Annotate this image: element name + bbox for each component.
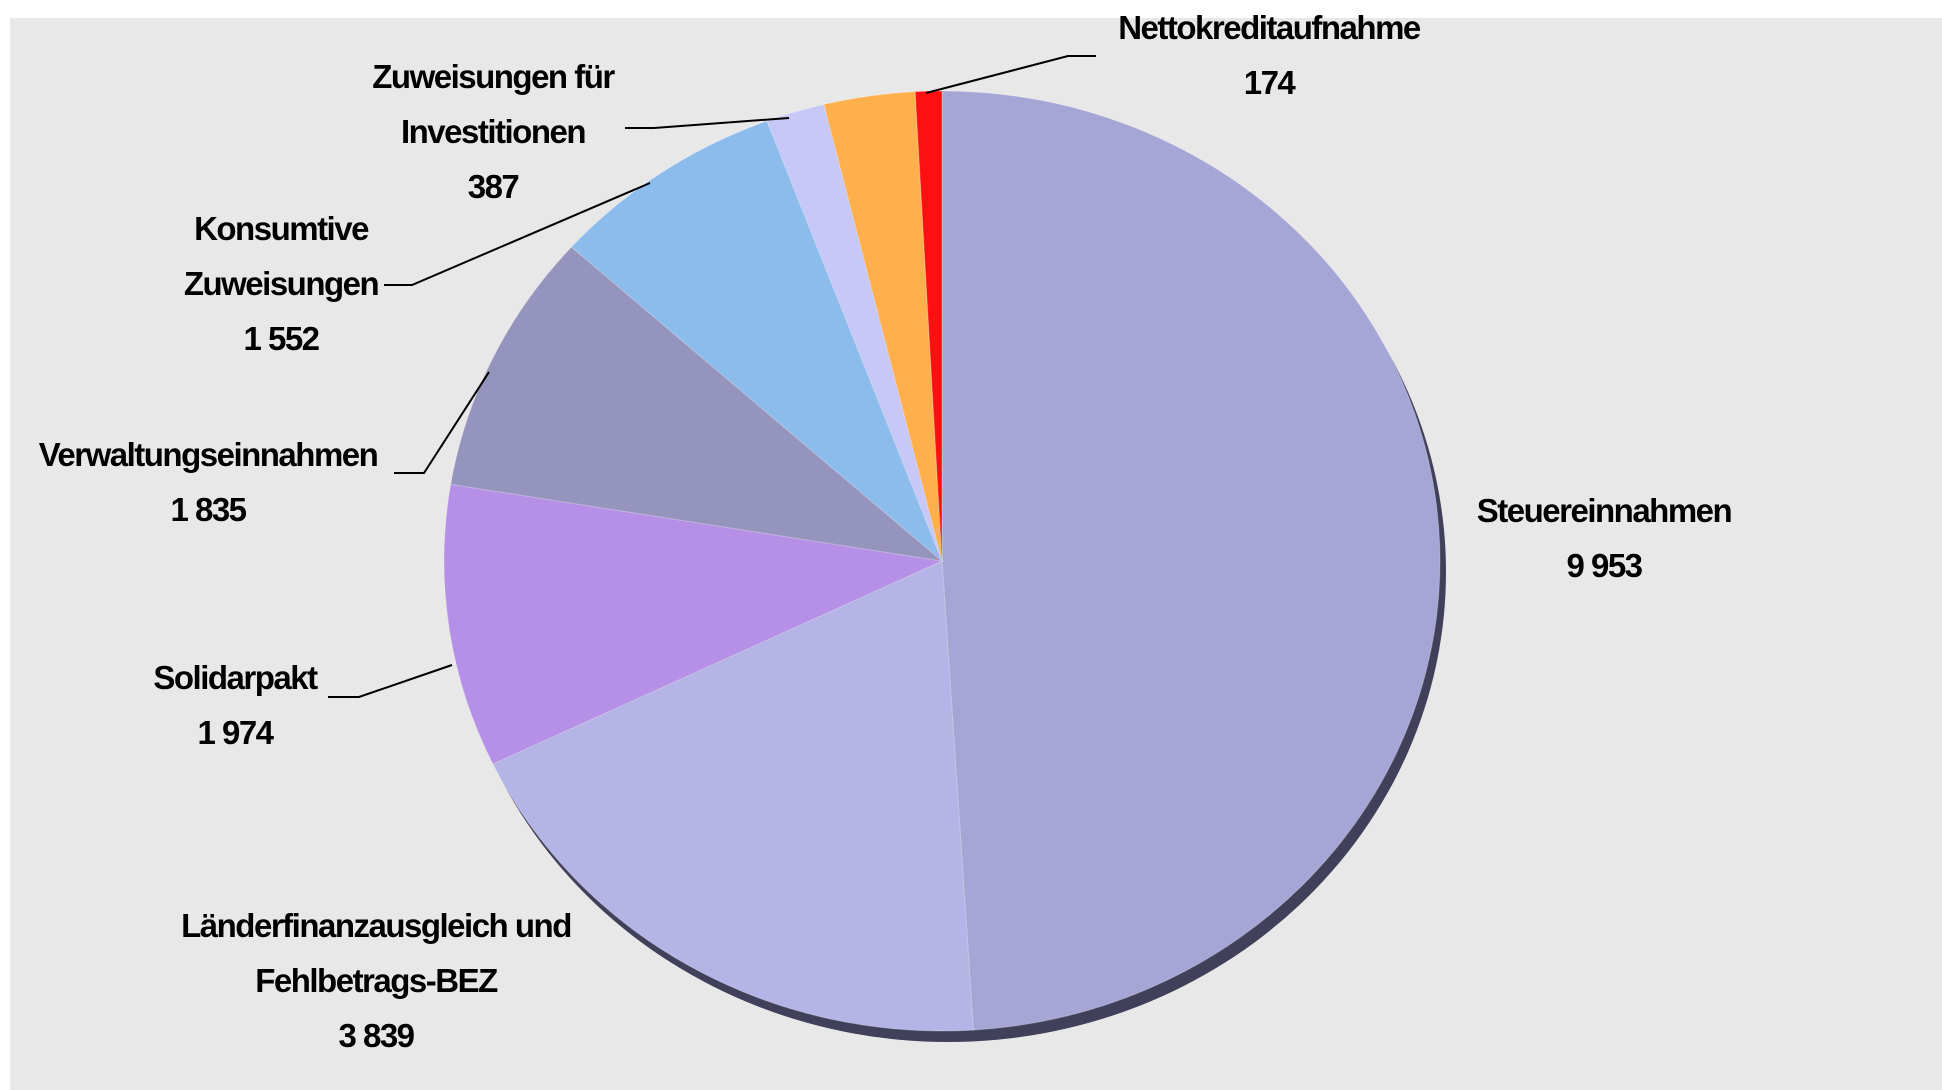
value-label: 1 835 [170, 491, 247, 528]
slice-label: Länderfinanzausgleich und Fehlbetrags-BE… [166, 898, 586, 1063]
pie-slice [450, 246, 944, 562]
category-label: Länderfinanzausgleich und Fehlbetrags-BE… [181, 907, 572, 999]
pie-slice [914, 90, 943, 562]
value-label: 9 953 [1566, 547, 1643, 584]
slices [443, 90, 1441, 1032]
slice-label: Zuweisungen für Investitionen 387 [313, 49, 673, 214]
leader-line [925, 55, 1096, 94]
leader-line [625, 117, 790, 129]
slice-label: Steuereinnahmen 9 953 [1394, 483, 1814, 593]
slice-label: Nettokreditaufnahme 174 [1059, 0, 1479, 110]
value-label: 387 [467, 168, 520, 205]
value-label: 1 974 [197, 714, 274, 751]
slice-label: Verwaltungseinnahmen 1 835 [8, 427, 408, 537]
leader-line [328, 664, 453, 698]
slice-label: Konsumtive Zuweisungen 1 552 [131, 201, 431, 366]
category-label: Verwaltungseinnahmen [38, 436, 379, 473]
pie-slice [443, 483, 944, 765]
category-label: Zuweisungen für Investitionen [372, 58, 615, 150]
pie-slice [941, 90, 1441, 1031]
pie-slice [823, 91, 943, 562]
category-label: Konsumtive Zuweisungen [183, 210, 380, 302]
slice-label: Solidarpakt 1 974 [85, 650, 385, 760]
value-label: 174 [1243, 64, 1296, 101]
category-label: Nettokreditaufnahme [1118, 9, 1421, 46]
leader-line [394, 371, 490, 474]
value-label: 1 552 [243, 320, 320, 357]
pie-slice [766, 103, 943, 562]
leader-line [384, 182, 651, 286]
pie-slice [492, 560, 974, 1032]
category-label: Steuereinnahmen [1476, 492, 1733, 529]
category-label: Solidarpakt [153, 659, 318, 696]
value-label: 3 839 [338, 1017, 415, 1054]
pie-slice [570, 120, 943, 562]
